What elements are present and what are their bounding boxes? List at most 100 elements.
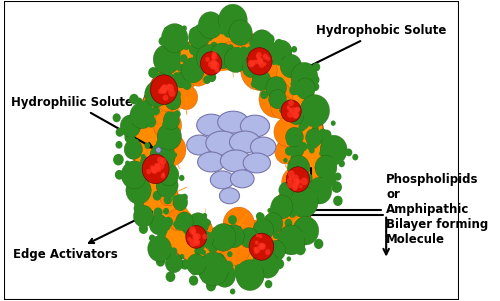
- Circle shape: [261, 243, 265, 248]
- Circle shape: [296, 107, 300, 112]
- Circle shape: [311, 199, 318, 206]
- Circle shape: [202, 234, 207, 239]
- Ellipse shape: [186, 135, 212, 155]
- Circle shape: [241, 34, 248, 41]
- Circle shape: [226, 18, 232, 24]
- Circle shape: [170, 183, 175, 189]
- Circle shape: [141, 154, 146, 160]
- Circle shape: [205, 25, 210, 31]
- Circle shape: [271, 58, 277, 65]
- Circle shape: [140, 157, 150, 167]
- Circle shape: [163, 208, 169, 215]
- Circle shape: [260, 76, 270, 86]
- Circle shape: [240, 33, 250, 43]
- Circle shape: [136, 98, 142, 105]
- Circle shape: [157, 157, 163, 163]
- Circle shape: [206, 50, 212, 58]
- Circle shape: [326, 175, 336, 187]
- Circle shape: [312, 125, 318, 132]
- Circle shape: [334, 172, 342, 181]
- Text: Phospholipids
or
Amphipathic
Bilayer forming
Molecule: Phospholipids or Amphipathic Bilayer for…: [312, 168, 488, 246]
- Circle shape: [176, 212, 193, 231]
- Circle shape: [176, 216, 184, 224]
- Circle shape: [270, 214, 276, 222]
- Circle shape: [154, 207, 162, 217]
- Circle shape: [116, 141, 122, 149]
- Circle shape: [180, 81, 184, 86]
- Circle shape: [260, 244, 266, 250]
- Circle shape: [273, 232, 280, 239]
- Circle shape: [256, 52, 262, 58]
- Circle shape: [212, 66, 216, 70]
- Circle shape: [149, 214, 168, 235]
- Circle shape: [294, 107, 299, 113]
- Circle shape: [189, 226, 196, 234]
- Circle shape: [286, 148, 293, 156]
- Circle shape: [158, 164, 179, 186]
- Circle shape: [200, 257, 208, 266]
- Circle shape: [205, 57, 210, 62]
- Ellipse shape: [134, 31, 325, 273]
- Circle shape: [240, 262, 248, 272]
- Circle shape: [176, 222, 184, 230]
- Circle shape: [287, 181, 294, 188]
- Circle shape: [198, 252, 229, 286]
- Circle shape: [208, 73, 216, 82]
- Circle shape: [288, 170, 294, 178]
- Circle shape: [188, 26, 210, 48]
- Circle shape: [278, 225, 305, 255]
- Circle shape: [160, 86, 167, 94]
- Circle shape: [228, 44, 234, 51]
- Circle shape: [134, 198, 143, 208]
- Circle shape: [226, 26, 236, 37]
- Circle shape: [265, 247, 272, 254]
- Circle shape: [186, 254, 206, 275]
- Circle shape: [159, 185, 178, 206]
- Circle shape: [208, 265, 216, 273]
- Circle shape: [194, 247, 202, 255]
- Circle shape: [264, 34, 274, 45]
- Circle shape: [132, 114, 142, 126]
- Circle shape: [212, 53, 218, 60]
- Circle shape: [162, 172, 165, 176]
- Circle shape: [139, 224, 148, 234]
- Circle shape: [248, 60, 254, 67]
- Circle shape: [210, 64, 214, 70]
- Circle shape: [146, 116, 156, 128]
- Circle shape: [156, 147, 161, 153]
- Circle shape: [156, 174, 178, 197]
- Circle shape: [162, 121, 168, 128]
- Circle shape: [300, 224, 307, 231]
- Circle shape: [223, 225, 244, 248]
- Circle shape: [282, 167, 310, 197]
- Circle shape: [268, 89, 286, 109]
- Circle shape: [236, 260, 264, 290]
- Circle shape: [290, 154, 296, 160]
- Circle shape: [190, 29, 195, 34]
- Circle shape: [324, 138, 334, 148]
- Circle shape: [184, 262, 191, 269]
- Circle shape: [194, 239, 200, 246]
- Circle shape: [152, 106, 160, 115]
- Circle shape: [220, 21, 228, 29]
- Ellipse shape: [240, 115, 270, 137]
- Circle shape: [352, 154, 358, 160]
- Circle shape: [212, 51, 216, 57]
- Circle shape: [288, 100, 294, 106]
- Circle shape: [246, 279, 256, 290]
- Circle shape: [198, 12, 223, 39]
- Circle shape: [292, 85, 301, 95]
- Text: Hydrophobic Solute: Hydrophobic Solute: [302, 24, 447, 70]
- Circle shape: [182, 26, 187, 31]
- Circle shape: [181, 194, 188, 201]
- Circle shape: [178, 30, 184, 37]
- Circle shape: [274, 117, 301, 147]
- Circle shape: [254, 247, 260, 253]
- Circle shape: [214, 264, 236, 287]
- Circle shape: [316, 133, 323, 141]
- Circle shape: [154, 86, 162, 95]
- Circle shape: [144, 81, 169, 107]
- Circle shape: [200, 52, 222, 75]
- Circle shape: [172, 61, 178, 67]
- Circle shape: [157, 123, 182, 150]
